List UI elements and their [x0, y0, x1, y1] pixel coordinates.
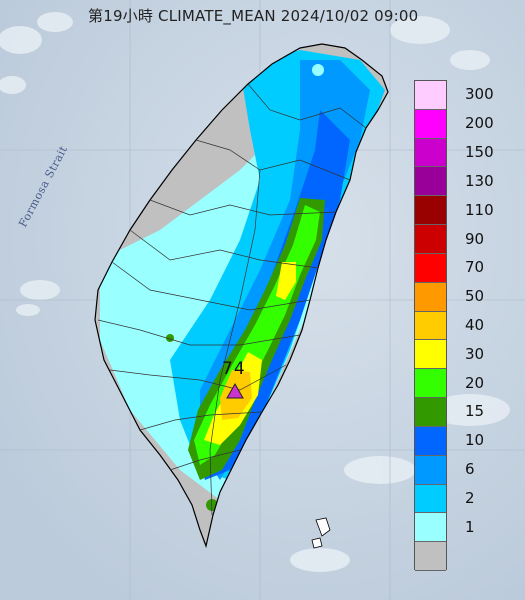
- legend-swatch: [415, 513, 446, 543]
- legend-label: 40: [465, 316, 485, 334]
- legend-swatch: [415, 196, 446, 226]
- legend-label: 150: [465, 143, 494, 162]
- legend-label: 6: [465, 460, 475, 479]
- legend-label: 10: [465, 431, 485, 450]
- legend-swatch: [415, 311, 446, 341]
- county-boundaries: [97, 83, 367, 516]
- legend-label: 1: [465, 517, 475, 536]
- legend-swatch: [415, 138, 446, 168]
- legend-label: 200: [465, 114, 494, 133]
- legend-swatch: [415, 369, 446, 399]
- legend-label: 130: [465, 171, 494, 190]
- legend-label: 90: [465, 229, 485, 248]
- legend-label: 300: [465, 85, 494, 104]
- legend-swatch: [415, 253, 446, 283]
- rain-cell-west: [166, 334, 174, 342]
- legend-swatch: [415, 426, 446, 456]
- legend-swatch: [415, 282, 446, 312]
- max-value-label: 74: [222, 359, 246, 379]
- color-legend: [414, 80, 447, 571]
- coastline: [94, 43, 389, 549]
- cloud-texture: [0, 12, 510, 572]
- legend-swatch: [415, 542, 446, 571]
- legend-swatch: [415, 81, 446, 110]
- legend-swatch: [415, 109, 446, 139]
- legend-swatch: [415, 225, 446, 254]
- legend-label: 20: [465, 373, 485, 392]
- legend-swatch: [415, 167, 446, 197]
- legend-swatch: [415, 398, 446, 427]
- legend-label: 110: [465, 200, 494, 219]
- rain-cell-northeast: [312, 64, 324, 76]
- legend-label: 50: [465, 287, 485, 306]
- legend-label: 2: [465, 488, 475, 507]
- triangle-marker-icon: [226, 382, 244, 399]
- legend-label: 70: [465, 258, 485, 277]
- orchid-island: [311, 537, 323, 549]
- legend-label: 15: [465, 402, 485, 421]
- legend-swatch: [415, 340, 446, 370]
- legend-swatch: [415, 455, 446, 485]
- legend-swatch: [415, 484, 446, 514]
- green-island: [315, 517, 331, 537]
- map-title: 第19小時 CLIMATE_MEAN 2024/10/02 09:00: [88, 7, 419, 25]
- legend-label: 30: [465, 344, 485, 363]
